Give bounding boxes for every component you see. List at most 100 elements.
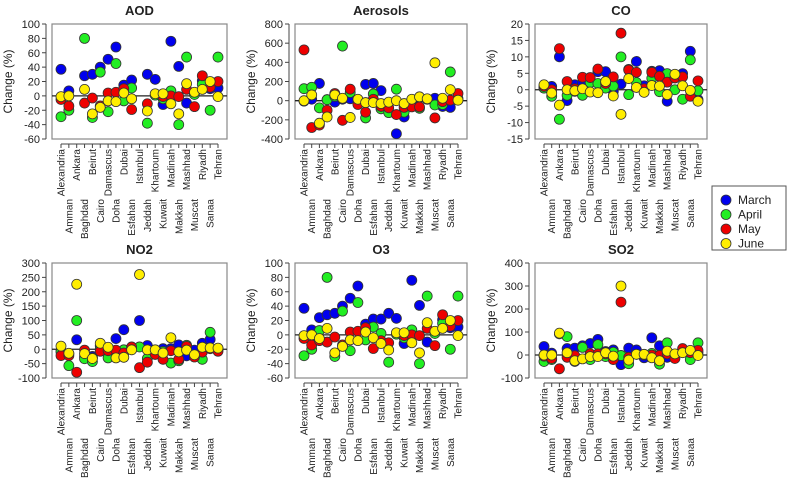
y-tick-label: 100 xyxy=(22,316,40,328)
point-march xyxy=(406,274,418,286)
x-tick-label: Cairo xyxy=(338,438,349,462)
x-tick-label: Madinah xyxy=(407,149,418,187)
y-tick-label: 40 xyxy=(28,62,40,74)
point-june xyxy=(63,90,75,102)
point-june xyxy=(429,57,441,69)
x-tick-label: Alexandria xyxy=(57,149,68,197)
point-june xyxy=(344,112,356,123)
x-tick-label: Istanbul xyxy=(135,388,146,423)
x-tick-label: Kuwait xyxy=(159,199,170,229)
y-axis-label: Change (%) xyxy=(1,288,15,352)
x-tick-label: Istanbul xyxy=(617,388,628,423)
x-tick-label: Tehran xyxy=(694,388,705,419)
x-tick-label: Baghdad xyxy=(80,438,91,478)
y-tick-label: 80 xyxy=(271,272,283,284)
x-tick-label: Baghdad xyxy=(563,199,574,239)
x-tick-label: Jeddah xyxy=(624,438,635,471)
x-tick-label: Dubai xyxy=(361,149,372,175)
point-june xyxy=(444,84,456,96)
point-june xyxy=(181,78,193,90)
x-tick-label: Istanbul xyxy=(377,149,388,184)
x-tick-label: Dubai xyxy=(119,388,130,414)
point-may xyxy=(554,43,565,55)
x-tick-label: Makkah xyxy=(655,438,666,473)
plot-frame xyxy=(294,262,468,379)
point-june xyxy=(313,117,325,129)
x-tick-label: Tehran xyxy=(214,388,225,419)
point-june xyxy=(321,323,333,334)
x-tick-label: Doha xyxy=(111,438,122,462)
point-may xyxy=(360,106,372,118)
point-april xyxy=(623,89,635,101)
point-april xyxy=(321,271,333,283)
y-tick-label: -5 xyxy=(513,101,523,113)
x-tick-label: Madinah xyxy=(647,149,658,187)
point-june xyxy=(375,338,387,349)
chart-title: NO2 xyxy=(126,242,153,257)
y-tick-label: 60 xyxy=(271,287,283,299)
point-june xyxy=(360,326,372,338)
x-tick-label: Muscat xyxy=(190,199,201,231)
x-tick-label: Riyadh xyxy=(678,149,689,180)
x-tick-label: Doha xyxy=(111,199,122,223)
x-tick-label: Kuwait xyxy=(640,199,651,229)
x-tick-label: Khartoum xyxy=(632,149,643,192)
point-may xyxy=(63,100,75,112)
point-june xyxy=(79,348,90,359)
point-june xyxy=(437,92,449,104)
point-may xyxy=(298,44,310,56)
point-june xyxy=(692,95,704,107)
point-april xyxy=(684,54,696,66)
x-tick-label: Esfahan xyxy=(609,438,620,475)
point-april xyxy=(390,83,402,95)
x-tick-label: Jeddah xyxy=(143,438,154,471)
point-june xyxy=(212,91,224,102)
x-tick-label: Cairo xyxy=(578,199,589,223)
point-june xyxy=(63,347,75,359)
y-tick-label: 5 xyxy=(517,68,523,80)
y-tick-label: -60 xyxy=(267,373,283,385)
y-tick-label: 20 xyxy=(511,19,523,31)
x-tick-label: Kuwait xyxy=(400,438,411,468)
x-tick-label: Beirut xyxy=(88,149,99,175)
point-march xyxy=(165,35,177,47)
x-tick-label: Amman xyxy=(547,199,558,233)
panel-aerosols: Aerosols Change (%) -400 -200 0 200 400 600 800 A… xyxy=(244,3,468,239)
point-june xyxy=(94,101,106,113)
point-june xyxy=(337,340,348,352)
x-tick-label: Riyadh xyxy=(198,149,209,180)
point-june xyxy=(321,111,333,123)
x-tick-label: Istanbul xyxy=(617,149,628,184)
y-tick-label: 10 xyxy=(511,52,523,64)
x-tick-label: Mashhad xyxy=(423,149,434,190)
point-june xyxy=(615,108,627,120)
y-tick-label: 300 xyxy=(505,281,523,293)
point-june xyxy=(437,323,449,334)
point-may xyxy=(437,309,449,321)
x-tick-label: Doha xyxy=(593,438,604,462)
point-april xyxy=(421,290,433,302)
x-tick-label: Ankara xyxy=(72,388,83,420)
point-june xyxy=(55,340,67,352)
point-march xyxy=(390,128,402,140)
x-tick-label: Istanbul xyxy=(377,388,388,423)
x-tick-label: Baghdad xyxy=(323,199,334,239)
x-tick-label: Jeddah xyxy=(384,438,395,471)
point-june xyxy=(554,99,565,111)
y-tick-label: 200 xyxy=(505,304,523,316)
y-tick-label: 300 xyxy=(22,258,40,270)
legend-marker-april xyxy=(720,209,732,220)
point-june xyxy=(110,96,122,108)
point-june xyxy=(71,278,83,290)
x-tick-label: Esfahan xyxy=(127,199,138,236)
x-tick-label: Baghdad xyxy=(80,199,91,239)
y-tick-label: -200 xyxy=(261,115,283,127)
x-tick-label: Damascus xyxy=(346,149,357,196)
legend-label: April xyxy=(738,208,762,222)
point-april xyxy=(181,51,193,63)
x-tick-label: Riyadh xyxy=(678,388,689,419)
y-tick-label: -10 xyxy=(507,118,523,130)
point-april xyxy=(577,342,588,353)
y-axis-label: Change (%) xyxy=(244,288,258,352)
x-tick-label: Doha xyxy=(353,438,364,462)
